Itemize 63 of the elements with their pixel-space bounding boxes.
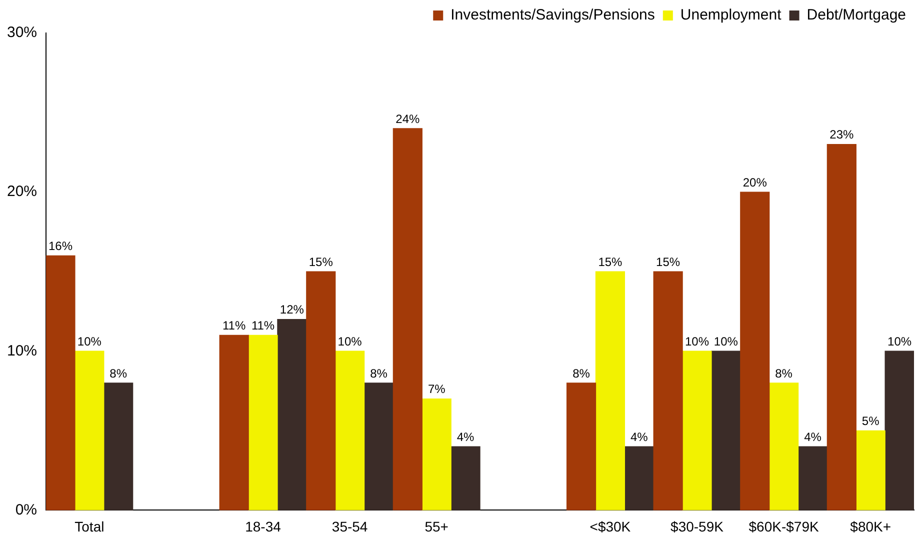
- legend-label: Debt/Mortgage: [806, 6, 906, 24]
- data-label: 15%: [308, 254, 334, 269]
- y-tick-label: 30%: [6, 24, 38, 42]
- x-tick-label: $30-59K: [670, 518, 724, 534]
- data-label: 16%: [48, 239, 73, 254]
- y-tick-label: 10%: [6, 342, 38, 360]
- bar: [74, 350, 104, 510]
- bar: [595, 271, 626, 510]
- bar: [392, 128, 422, 510]
- data-label: 8%: [370, 366, 388, 380]
- x-tick-label: 55+: [424, 518, 448, 534]
- bar: [248, 334, 278, 510]
- data-label: 10%: [714, 334, 738, 348]
- data-label: 11%: [251, 318, 275, 333]
- data-label: 12%: [280, 302, 304, 317]
- bar: [653, 271, 683, 510]
- x-tick-label: Total: [74, 518, 104, 534]
- data-label: 10%: [684, 334, 710, 348]
- bar: [566, 382, 596, 510]
- bar: [306, 271, 336, 510]
- bar: [798, 446, 828, 510]
- data-label: 11%: [222, 318, 246, 333]
- data-label: 4%: [630, 430, 648, 444]
- bar: [422, 398, 452, 510]
- data-label: 5%: [862, 414, 880, 428]
- x-tick-label: $60K-$79K: [748, 518, 820, 534]
- x-tick-label: 35-54: [332, 518, 368, 534]
- bar: [450, 446, 480, 510]
- data-label: 15%: [598, 254, 623, 269]
- data-label: 8%: [572, 366, 590, 380]
- bar: [826, 144, 856, 510]
- bar: [769, 382, 799, 510]
- bar: [682, 350, 712, 510]
- data-label: 24%: [396, 112, 420, 126]
- bar: [711, 350, 741, 510]
- data-label: 10%: [77, 334, 102, 348]
- data-label: 7%: [428, 382, 446, 396]
- x-tick-label: <$30K: [590, 518, 632, 534]
- bar: [884, 350, 914, 510]
- x-tick-label: $80K+: [850, 518, 892, 534]
- y-tick-label: 20%: [6, 183, 38, 200]
- bar: [364, 382, 394, 510]
- data-label: 20%: [742, 175, 768, 190]
- data-label: 4%: [456, 430, 475, 444]
- bar: [277, 318, 307, 510]
- bar: [46, 255, 76, 510]
- bar: [335, 350, 365, 510]
- data-label: 8%: [110, 366, 128, 380]
- x-tick-label: 18-34: [245, 518, 282, 534]
- bar: [104, 382, 134, 510]
- bar: [856, 430, 886, 510]
- data-label: 4%: [804, 430, 822, 444]
- y-tick-label: 0%: [15, 501, 38, 518]
- data-label: 15%: [656, 254, 680, 269]
- bar: [624, 446, 654, 510]
- legend-label: Unemployment: [680, 6, 782, 24]
- bar: [740, 192, 770, 510]
- bar: [219, 334, 249, 510]
- legend-label: Investments/Savings/Pensions: [450, 6, 655, 24]
- data-label: 10%: [338, 334, 362, 348]
- data-label: 8%: [775, 366, 793, 380]
- data-label: 23%: [830, 128, 854, 142]
- data-label: 10%: [888, 334, 912, 348]
